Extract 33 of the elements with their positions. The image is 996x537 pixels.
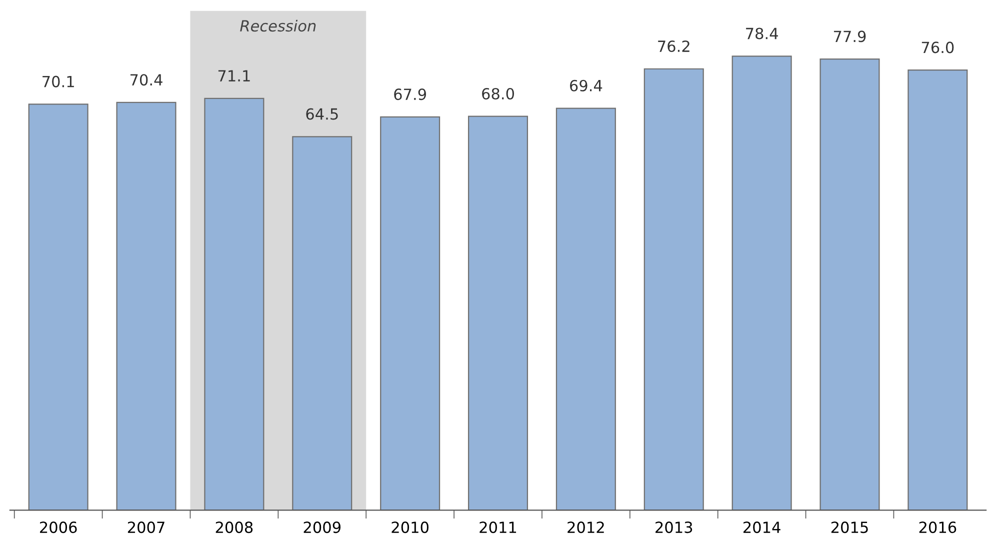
x-tick-label: 2010	[392, 522, 428, 534]
data-label: 68.0	[482, 88, 514, 100]
x-tick-label: 2008	[216, 522, 253, 534]
x-tick-label: 2013	[656, 522, 692, 534]
x-tick-label: 2006	[40, 522, 77, 534]
bar	[644, 68, 704, 510]
x-tick-label: 2015	[831, 522, 868, 534]
bar	[28, 104, 88, 510]
data-label: 71.1	[218, 70, 250, 82]
data-label: 70.1	[42, 76, 74, 88]
data-label: 67.9	[394, 88, 426, 100]
data-label: 64.5	[306, 108, 338, 120]
data-label: 77.9	[834, 30, 866, 42]
data-label: 76.0	[922, 42, 954, 54]
x-tick-label: 2016	[919, 522, 956, 534]
data-label: 70.4	[130, 74, 162, 86]
x-tick-label: 2014	[743, 522, 780, 534]
bar	[820, 58, 880, 510]
bar	[292, 136, 352, 510]
bar	[556, 108, 616, 510]
x-tick-label: 2011	[480, 522, 516, 534]
bar	[116, 102, 176, 510]
bar	[468, 116, 528, 510]
band-label: Recession	[240, 20, 316, 32]
x-tick-label: 2009	[304, 522, 340, 534]
bar	[732, 56, 792, 510]
data-label: 78.4	[746, 28, 778, 40]
data-label: 69.4	[570, 80, 602, 92]
x-tick-label: 2012	[568, 522, 604, 534]
bar	[908, 69, 968, 510]
x-tick-label: 2007	[128, 522, 164, 534]
data-label: 76.2	[658, 40, 690, 52]
bar	[380, 116, 440, 510]
